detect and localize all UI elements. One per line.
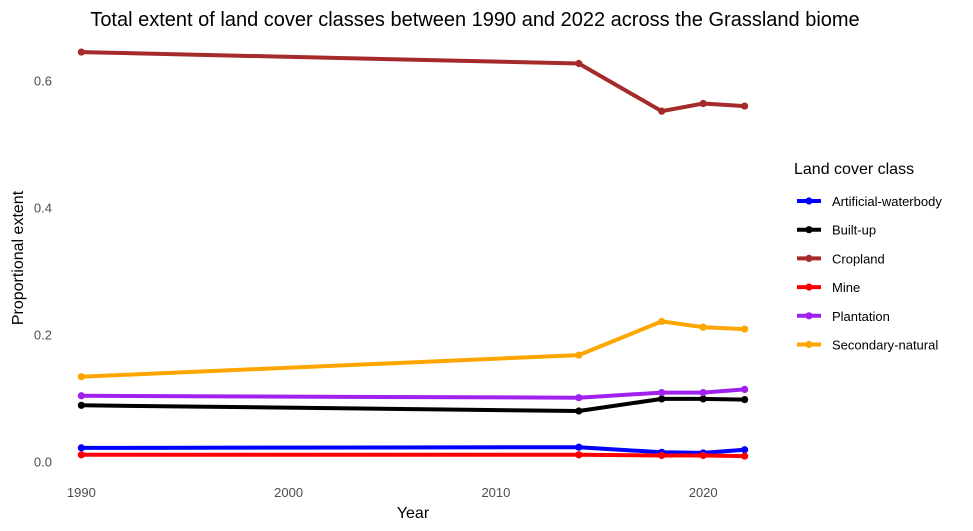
y-tick-label: 0.2: [34, 327, 52, 342]
series-line: [79, 452, 747, 459]
data-point: [658, 317, 666, 326]
data-point: [575, 59, 583, 68]
x-axis-ticks: 1990 2000 2010 2020: [67, 485, 718, 500]
x-tick-label: 2000: [274, 485, 303, 500]
data-point: [699, 99, 707, 108]
legend: Land cover class Artificial-waterbody Bui…: [794, 161, 942, 353]
data-point: [575, 443, 583, 451]
series-line: [79, 387, 747, 400]
data-point: [741, 452, 749, 460]
data-point: [575, 407, 583, 415]
legend-label: Cropland: [832, 251, 885, 266]
x-tick-label: 2010: [481, 485, 510, 500]
x-axis-label: Year: [397, 505, 430, 522]
y-axis-label: Proportional extent: [10, 190, 27, 325]
legend-label: Artificial-waterbody: [832, 194, 942, 209]
legend-title: Land cover class: [794, 161, 914, 178]
legend-key-point: [805, 226, 813, 234]
series-lines: [77, 48, 749, 460]
data-point: [575, 394, 583, 402]
series-line: [79, 396, 747, 413]
data-point: [77, 373, 85, 381]
data-point: [658, 388, 666, 397]
legend-label: Mine: [832, 280, 860, 295]
series-line: [79, 445, 747, 455]
chart-title: Total extent of land cover classes betwe…: [90, 9, 859, 31]
legend-items: Artificial-waterbody Built-up Cropland Mine…: [797, 194, 942, 353]
legend-key-point: [805, 340, 813, 349]
y-axis-ticks: 0.0 0.2 0.4 0.6: [34, 73, 52, 469]
legend-key-point: [805, 283, 813, 291]
data-point: [699, 395, 707, 403]
data-point: [77, 48, 85, 56]
data-point: [741, 446, 749, 454]
data-point: [77, 401, 85, 409]
y-tick-label: 0.0: [34, 454, 52, 469]
data-point: [658, 451, 666, 460]
y-tick-label: 0.6: [34, 73, 52, 88]
data-point: [699, 388, 707, 397]
data-point: [699, 451, 707, 460]
legend-label: Built-up: [832, 223, 876, 238]
data-point: [741, 102, 749, 110]
data-point: [77, 392, 85, 400]
legend-key-point: [805, 197, 813, 205]
data-point: [658, 395, 666, 403]
legend-label: Plantation: [832, 309, 890, 324]
legend-key-point: [805, 254, 813, 262]
data-point: [77, 444, 85, 452]
data-point: [575, 451, 583, 459]
data-point: [699, 323, 707, 331]
data-point: [741, 385, 749, 394]
data-point: [575, 351, 583, 359]
data-point: [741, 325, 749, 333]
y-tick-label: 0.4: [34, 200, 52, 215]
x-tick-label: 2020: [689, 485, 718, 500]
series-line: [79, 319, 747, 379]
data-point: [77, 451, 85, 459]
data-point: [658, 107, 666, 115]
series-line: [79, 50, 747, 114]
legend-label: Secondary-natural: [832, 338, 938, 353]
x-tick-label: 1990: [67, 485, 96, 500]
data-point: [741, 395, 749, 404]
legend-key-point: [805, 312, 813, 320]
